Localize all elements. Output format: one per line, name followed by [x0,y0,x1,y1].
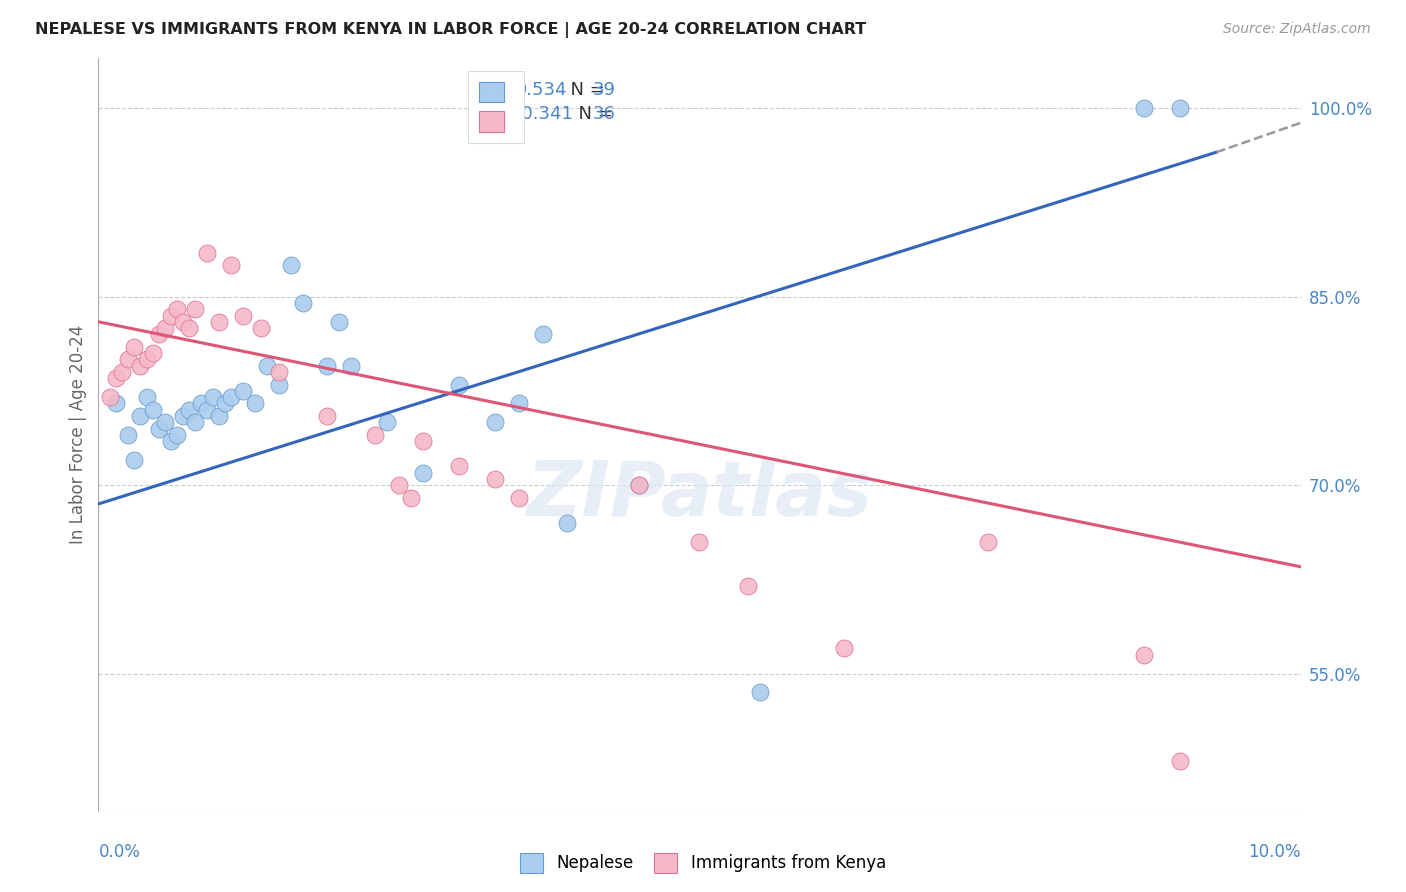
Point [832,641,855,656]
Point [141,346,163,360]
Point [508,491,530,505]
Point [129,359,152,373]
Point [375,415,398,429]
Point [484,415,506,429]
Point [1133,648,1156,662]
Legend: , : , [468,70,524,144]
Point [555,516,578,530]
Point [117,428,139,442]
Point [166,428,188,442]
Point [135,352,157,367]
Point [249,321,271,335]
Point [172,315,194,329]
Point [177,321,200,335]
Point [208,409,231,423]
Text: Source: ZipAtlas.com: Source: ZipAtlas.com [1223,22,1371,37]
Point [531,327,554,342]
Point [447,459,470,474]
Point [977,534,1000,549]
Point [214,396,236,410]
Point [340,359,363,373]
Text: N =: N = [567,104,619,123]
Point [256,359,278,373]
Point [1133,101,1156,115]
Point [267,377,290,392]
Point [195,245,218,260]
Point [280,258,302,272]
Point [159,434,181,449]
Point [166,302,188,317]
Point [447,377,470,392]
Point [159,309,181,323]
Point [183,415,205,429]
Point [412,434,434,449]
Y-axis label: In Labor Force | Age 20-24: In Labor Force | Age 20-24 [69,326,87,544]
Point [628,478,651,492]
Point [328,315,350,329]
Point [153,415,176,429]
Point [148,421,170,435]
Text: N =: N = [558,80,610,99]
Point [141,402,163,417]
Point [105,371,128,385]
Point [219,390,242,404]
Point [737,579,759,593]
Legend: Nepalese, Immigrants from Kenya: Nepalese, Immigrants from Kenya [513,847,893,880]
Point [190,396,212,410]
Point [388,478,411,492]
Point [195,402,218,417]
Point [748,685,770,699]
Point [219,258,242,272]
Point [267,365,290,379]
Text: 36: 36 [592,104,616,123]
Text: 39: 39 [592,80,616,99]
Point [201,390,224,404]
Point [484,472,506,486]
Point [315,409,337,423]
Point [315,359,337,373]
Text: NEPALESE VS IMMIGRANTS FROM KENYA IN LABOR FORCE | AGE 20-24 CORRELATION CHART: NEPALESE VS IMMIGRANTS FROM KENYA IN LAB… [35,22,866,38]
Point [1170,755,1192,769]
Point [105,396,128,410]
Text: 0.0%: 0.0% [98,843,141,861]
Text: R =: R = [477,80,516,99]
Text: ZIPatlas: ZIPatlas [526,458,873,533]
Point [183,302,205,317]
Text: 0.534: 0.534 [516,80,567,99]
Point [148,327,170,342]
Point [177,402,200,417]
Point [689,534,711,549]
Point [232,384,254,398]
Point [100,390,122,404]
Text: -0.341: -0.341 [516,104,574,123]
Point [124,340,146,354]
Point [153,321,176,335]
Text: R =: R = [477,104,516,123]
Point [232,309,254,323]
Point [399,491,422,505]
Point [135,390,157,404]
Point [291,296,314,310]
Point [1170,101,1192,115]
Point [111,365,134,379]
Point [412,466,434,480]
Text: 10.0%: 10.0% [1249,843,1301,861]
Point [364,428,387,442]
Point [628,478,651,492]
Point [117,352,139,367]
Point [129,409,152,423]
Point [124,453,146,467]
Point [172,409,194,423]
Point [243,396,266,410]
Point [208,315,231,329]
Point [508,396,530,410]
